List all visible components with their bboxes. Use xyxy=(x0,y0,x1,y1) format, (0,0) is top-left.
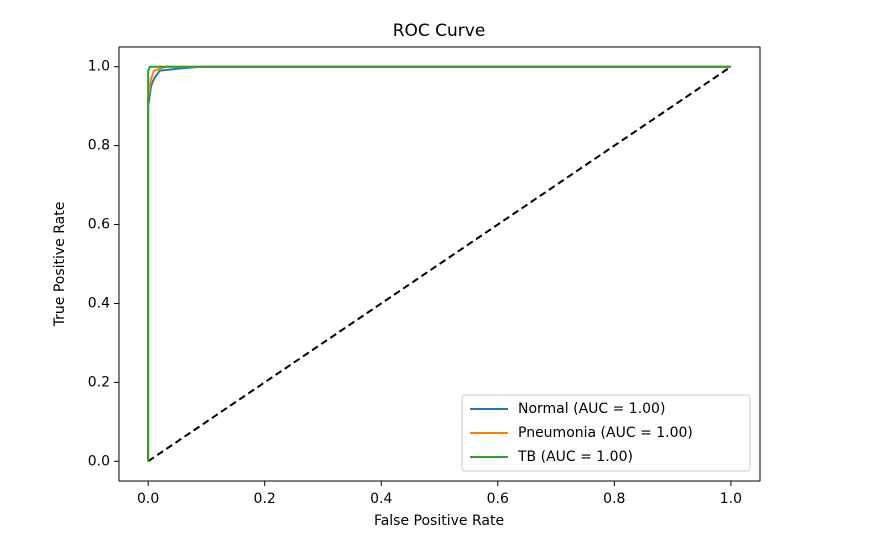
x-tick-label: 1.0 xyxy=(720,491,742,507)
y-tick-label: 0.6 xyxy=(88,217,110,233)
x-tick-label: 0.6 xyxy=(487,491,509,507)
roc-line xyxy=(147,65,731,462)
y-tick-label: 0.2 xyxy=(88,374,110,390)
legend-label: Normal (AUC = 1.00) xyxy=(518,401,665,417)
chart-title: ROC Curve xyxy=(393,21,486,41)
x-tick-label: 0.2 xyxy=(254,491,276,507)
diagonal-line xyxy=(147,65,732,463)
legend-label: Pneumonia (AUC = 1.00) xyxy=(518,425,693,441)
y-axis-label: True Positive Rate xyxy=(52,202,68,328)
y-tick-label: 0.4 xyxy=(88,295,110,311)
x-tick-label: 0.8 xyxy=(603,491,625,507)
x-axis-label: False Positive Rate xyxy=(374,513,504,529)
x-tick-label: 0.0 xyxy=(137,491,159,507)
legend-label: TB (AUC = 1.00) xyxy=(517,449,633,465)
y-tick-label: 0.8 xyxy=(88,138,110,154)
legend-box xyxy=(461,394,751,472)
y-tick-label: 0.0 xyxy=(88,453,110,469)
y-tick-label: 1.0 xyxy=(88,59,110,75)
plot-frame xyxy=(118,46,761,482)
x-tick-label: 0.4 xyxy=(370,491,392,507)
